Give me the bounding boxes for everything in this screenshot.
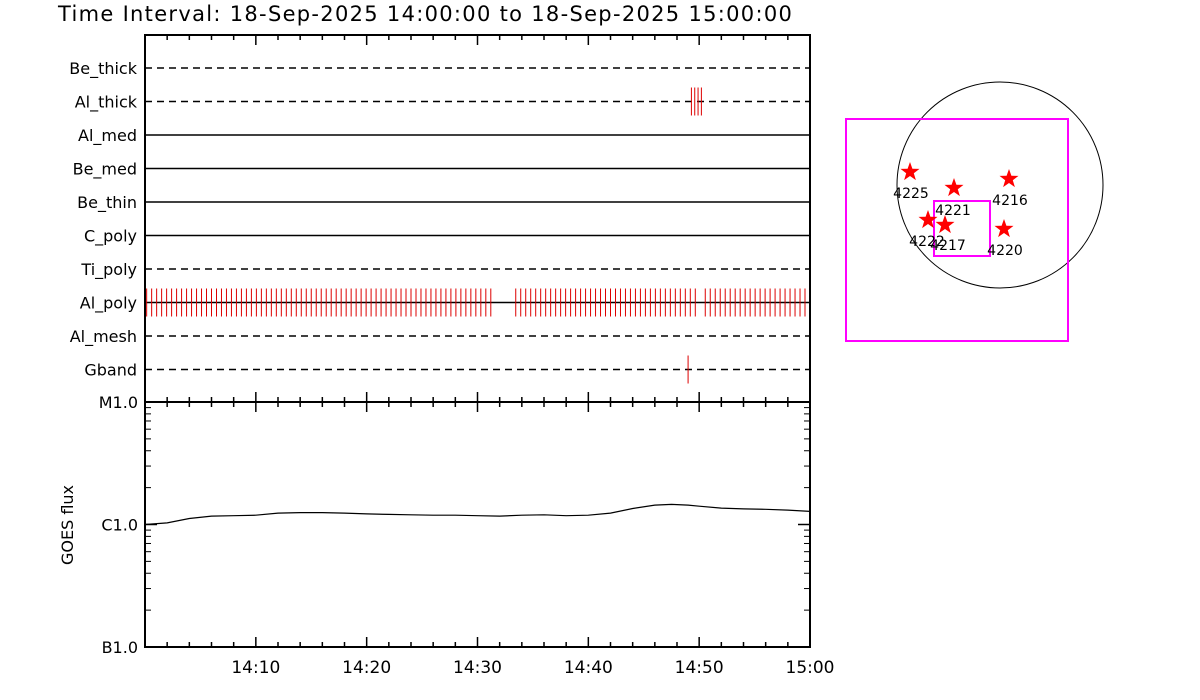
goes-frame [144, 401, 811, 648]
active-region-star [918, 210, 938, 229]
filter-label: Al_poly [80, 294, 137, 314]
active-region-star [994, 219, 1014, 238]
goes-ytick-label: C1.0 [101, 516, 138, 535]
active-region-label: 4222 [909, 234, 945, 250]
filter-label: Al_mesh [70, 327, 137, 347]
active-region-label: 4221 [935, 203, 971, 219]
active-region-label: 4216 [992, 193, 1028, 209]
filter-label: Be_thin [77, 193, 137, 213]
goes-xtick-label: 14:30 [453, 658, 502, 678]
fov-outer-box [845, 118, 1069, 342]
goes-ylabel: GOES flux [58, 485, 77, 565]
goes-ytick-label: M1.0 [99, 393, 138, 412]
sun-disk [896, 81, 1104, 289]
filter-label: C_poly [84, 227, 137, 247]
active-region-star [999, 169, 1019, 188]
filter-label: Ti_poly [80, 260, 137, 280]
goes-flux-curve [144, 503, 811, 526]
goes-flux-panel: M1.0 C1.0 B1.0 14:10 14:20 14:30 14:40 14:50 15… [58, 393, 835, 678]
goes-ytick-label: B1.0 [102, 638, 138, 657]
goes-xtick-label: 15:00 [786, 658, 835, 678]
filter-label: Gband [84, 361, 137, 380]
filter-label: Be_med [73, 160, 137, 180]
active-region-star [944, 178, 964, 197]
goes-xtick-label: 14:20 [342, 658, 391, 678]
goes-xtick-label: 14:40 [564, 658, 613, 678]
filter-label: Al_med [78, 126, 137, 146]
goes-xtick-label: 14:50 [675, 658, 724, 678]
active-region-star [935, 215, 955, 234]
active-region-star [900, 162, 920, 181]
time-interval-title: Time Interval: 18-Sep-2025 14:00:00 to 1… [58, 2, 794, 26]
goes-xtick-label: 14:10 [231, 658, 280, 678]
event-timeline-panel: Be_thick Al_thick Al_med Be_med Be_thin C_pol… [69, 34, 811, 403]
active-region-label: 4225 [893, 186, 929, 202]
filter-label: Al_thick [75, 93, 138, 113]
active-region-label: 4220 [987, 243, 1023, 259]
timeline-frame [144, 34, 811, 403]
active-region-label: 4217 [930, 238, 966, 254]
fov-inner-box [933, 200, 991, 257]
filter-label: Be_thick [69, 59, 137, 79]
